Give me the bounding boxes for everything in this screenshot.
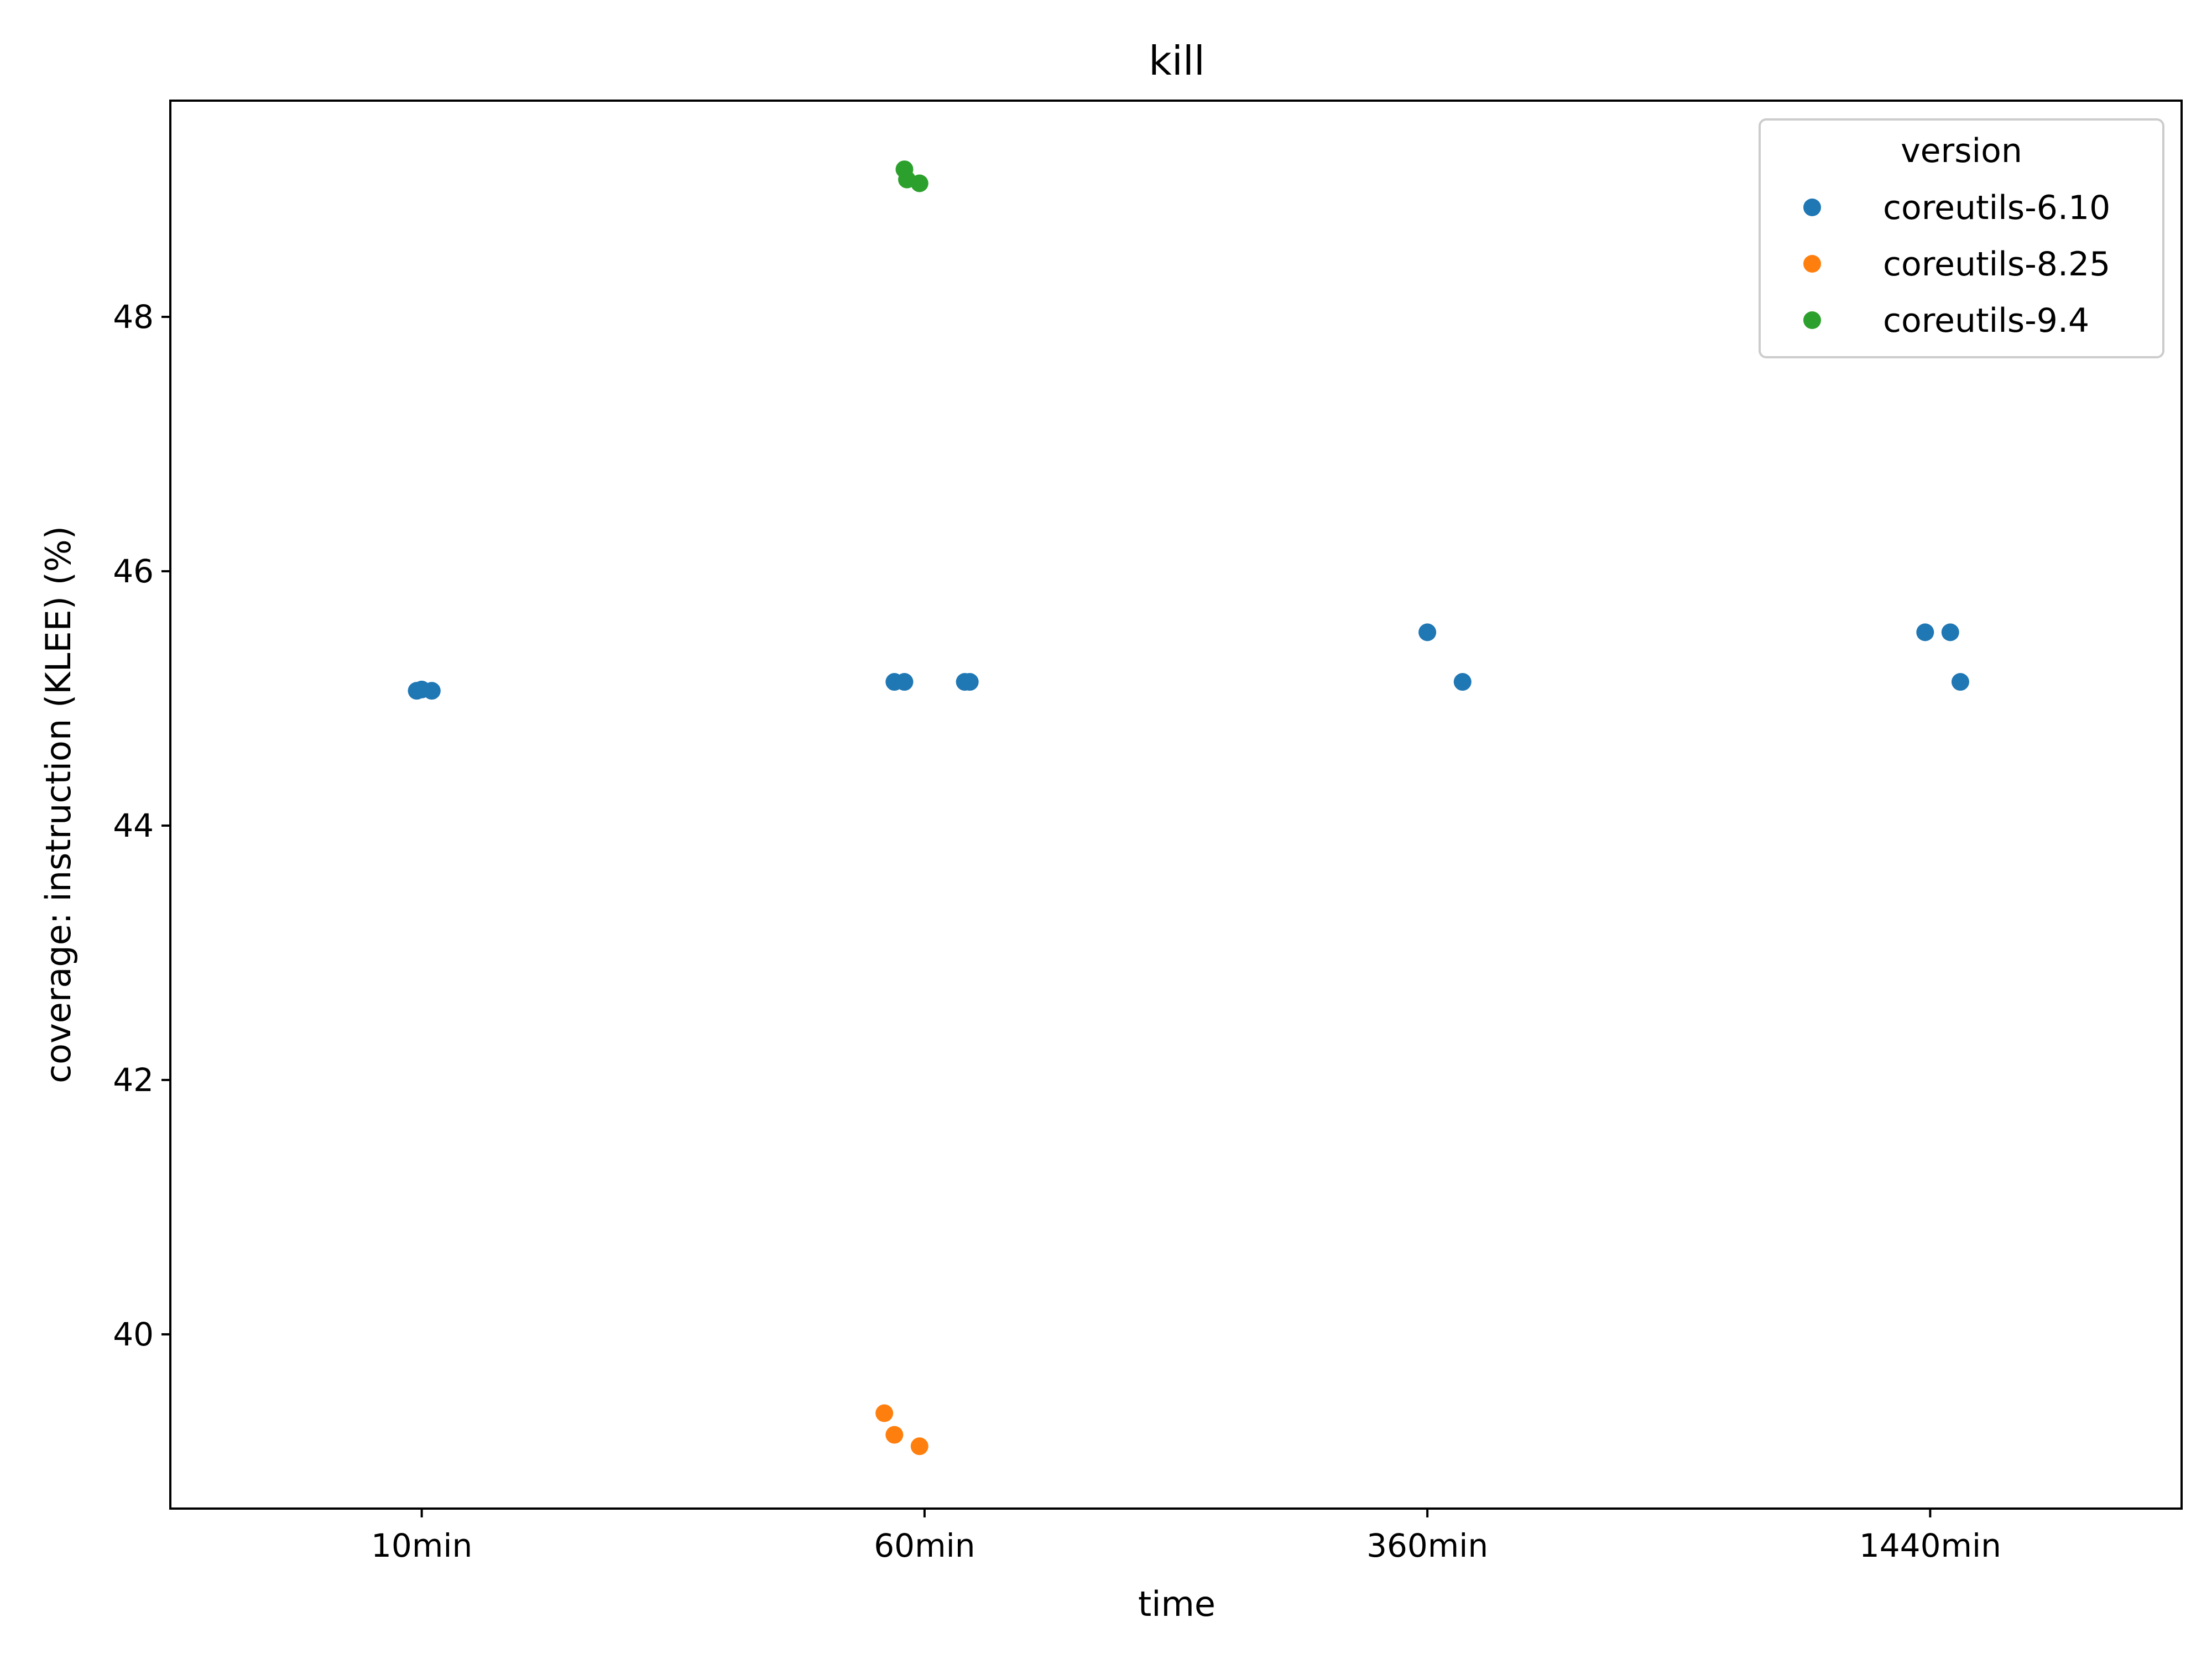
y-tick-label: 48 [113,298,154,336]
legend-marker [1803,199,1821,216]
legend-label: coreutils-6.10 [1883,189,2110,227]
legend-label: coreutils-8.25 [1883,245,2110,284]
series-coreutils-9.4 [895,160,928,192]
data-point [910,174,928,192]
chart-title: kill [1149,38,1205,84]
data-point [885,1426,904,1444]
data-point [1941,623,1959,641]
data-point [895,673,914,691]
legend-label: coreutils-9.4 [1883,301,2089,340]
legend-items: coreutils-6.10 coreutils-8.25 coreutils-9.… [1803,189,2110,340]
data-point [422,682,441,700]
series-coreutils-6.10 [408,623,1969,700]
data-point [875,1404,894,1422]
legend-marker [1803,311,1821,329]
x-tick-label: 360min [1366,1527,1488,1564]
y-tick-label: 40 [113,1316,154,1353]
x-tick-label: 10min [371,1527,472,1564]
legend-box [1759,118,2164,358]
y-tick-label: 44 [113,807,154,844]
data-point [1951,673,1969,691]
plot-frame [169,100,2183,1510]
legend-marker [1803,255,1821,273]
y-tick-label: 42 [113,1061,154,1099]
y-axis: 40 42 44 46 48 [113,298,170,1353]
legend: version coreutils-6.10coreutils-8.25core… [1759,118,2164,358]
data-point [1453,673,1472,691]
x-axis-label: time [1138,1584,1215,1624]
series-coreutils-8.25 [875,1404,928,1455]
data-point [961,673,979,691]
data-points [408,160,1969,1455]
data-point [910,1437,928,1455]
x-axis: 10min 60min 360min 1440min [371,1509,2001,1564]
data-point [1916,623,1934,641]
y-tick-label: 46 [113,552,154,590]
legend-title: version [1901,132,2022,170]
y-axis-label: coverage: instruction (KLEE) (%) [38,526,79,1083]
data-point [1418,623,1437,641]
x-tick-label: 60min [874,1527,975,1564]
x-tick-label: 1440min [1859,1527,2001,1564]
